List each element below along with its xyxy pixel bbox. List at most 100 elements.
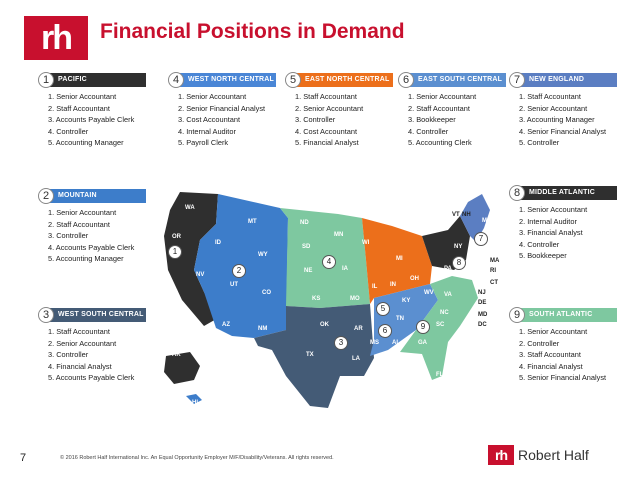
region-west-north-central: 4 WEST NORTH CENTRAL 1. Senior Accountant… <box>168 72 276 150</box>
map-region-new-england <box>460 194 490 242</box>
region-marker: 1 <box>168 245 182 259</box>
position-item: 3. Controller <box>295 115 336 125</box>
position-item: 3. Accounting Manager <box>519 115 595 125</box>
state-label: MA <box>490 258 500 264</box>
region-number: 5 <box>285 72 301 88</box>
position-item: 5. Bookkeeper <box>519 251 567 261</box>
position-item: 4. Controller <box>519 239 560 249</box>
position-item: 2. Senior Financial Analyst <box>178 103 266 113</box>
state-label: AZ <box>222 322 230 328</box>
state-label: KY <box>402 298 411 304</box>
position-item: 1. Senior Accountant <box>408 92 477 101</box>
state-label: IL <box>372 284 378 290</box>
state-label: WA <box>185 205 195 211</box>
state-label: OK <box>320 322 329 328</box>
state-label: TX <box>306 352 314 358</box>
state-label: ND <box>300 220 309 226</box>
region-marker: 8 <box>452 256 466 270</box>
position-item: 4. Accounts Payable Clerk <box>48 242 135 252</box>
state-label: MN <box>334 232 344 238</box>
position-item: 4. Controller <box>48 126 89 136</box>
state-label: MO <box>350 296 360 302</box>
state-label: CT <box>490 280 498 286</box>
region-title: MOUNTAIN <box>50 189 146 203</box>
map-region-west-south-central <box>254 304 374 408</box>
position-item: 5. Financial Analyst <box>295 138 359 148</box>
position-list: 1. Staff Accountant 2. Senior Accountant 3… <box>509 92 617 148</box>
region-marker: 7 <box>474 232 488 246</box>
region-number: 9 <box>509 307 525 323</box>
state-label: DC <box>478 322 487 328</box>
region-number: 2 <box>38 188 54 204</box>
position-item: 4. Controller <box>408 126 449 136</box>
position-item: 4. Financial Analyst <box>519 361 583 371</box>
state-label: ID <box>215 240 221 246</box>
region-east-south-central: 6 EAST SOUTH CENTRAL 1. Senior Accountant… <box>398 72 506 150</box>
state-label: SD <box>302 244 311 250</box>
region-marker: 4 <box>322 255 336 269</box>
region-middle-atlantic: 8 MIDDLE ATLANTIC 1. Senior Accountant 2. … <box>509 185 617 263</box>
position-list: 1. Senior Accountant 2. Staff Accountant 3… <box>38 208 146 264</box>
state-label: FL <box>436 372 444 378</box>
region-title: EAST SOUTH CENTRAL <box>410 73 506 87</box>
position-list: 1. Senior Accountant 2. Staff Accountant 3… <box>398 92 506 148</box>
position-item: 2. Senior Accountant <box>295 103 364 113</box>
region-marker: 2 <box>232 264 246 278</box>
region-title: SOUTH ATLANTIC <box>521 308 617 322</box>
position-item: 1. Senior Accountant <box>48 92 117 101</box>
position-item: 2. Senior Accountant <box>519 103 588 113</box>
state-label: NY <box>454 244 463 250</box>
map-region-east-north-central <box>362 218 432 304</box>
state-label: TN <box>396 316 404 322</box>
state-label: NJ <box>478 290 486 296</box>
position-list: 1. Senior Accountant 2. Staff Accountant 3… <box>38 92 146 148</box>
page-number: 7 <box>20 452 27 464</box>
robert-half-brand: rh Robert Half <box>488 445 589 465</box>
region-number: 8 <box>509 185 525 201</box>
position-item: 2. Controller <box>519 338 560 348</box>
legal-text: © 2016 Robert Half International Inc. An… <box>60 455 334 461</box>
state-label: MS <box>370 340 379 346</box>
region-title: WEST NORTH CENTRAL <box>180 73 276 87</box>
state-label: VT <box>452 212 460 218</box>
position-item: 1. Staff Accountant <box>48 327 110 336</box>
state-label: NE <box>304 268 313 274</box>
state-label: WV <box>424 290 434 296</box>
state-label: KS <box>312 296 321 302</box>
position-item: 3. Financial Analyst <box>519 228 583 238</box>
state-label: LA <box>352 356 360 362</box>
region-number: 3 <box>38 307 54 323</box>
state-label: NM <box>258 326 268 332</box>
state-label: AK <box>172 352 181 358</box>
region-marker: 6 <box>378 324 392 338</box>
state-label: IA <box>342 266 348 272</box>
region-marker: 9 <box>416 320 430 334</box>
region-title: WEST SOUTH CENTRAL <box>50 308 146 322</box>
position-list: 1. Senior Accountant 2. Senior Financial … <box>168 92 276 148</box>
state-label: RI <box>490 268 496 274</box>
region-south-atlantic: 9 SOUTH ATLANTIC 1. Senior Accountant 2. C… <box>509 307 617 385</box>
position-item: 3. Staff Accountant <box>519 350 581 360</box>
position-list: 1. Senior Accountant 2. Controller 3. Staf… <box>509 327 617 383</box>
position-list: 1. Staff Accountant 2. Senior Accountant 3… <box>285 92 393 148</box>
position-list: 1. Senior Accountant 2. Internal Auditor 3… <box>509 205 617 261</box>
robert-half-logo: rh <box>24 16 88 60</box>
position-item: 5. Accounting Clerk <box>408 138 472 148</box>
position-item: 1. Staff Accountant <box>295 92 357 101</box>
position-item: 3. Bookkeeper <box>408 115 456 125</box>
position-item: 5. Senior Financial Analyst <box>519 373 607 383</box>
state-label: NH <box>462 212 471 218</box>
state-label: NC <box>440 310 449 316</box>
state-label: WY <box>258 252 268 258</box>
region-number: 1 <box>38 72 54 88</box>
state-label: VA <box>444 292 452 298</box>
position-item: 2. Staff Accountant <box>48 103 110 113</box>
state-label: AR <box>354 326 363 332</box>
state-label: CO <box>262 290 271 296</box>
state-label: OH <box>410 276 419 282</box>
region-title: MIDDLE ATLANTIC <box>521 186 617 200</box>
page-title: Financial Positions in Demand <box>100 20 405 43</box>
map-region-east-south-central <box>370 284 438 356</box>
position-item: 5. Controller <box>519 138 560 148</box>
region-mountain: 2 MOUNTAIN 1. Senior Accountant 2. Staff A… <box>38 188 146 266</box>
